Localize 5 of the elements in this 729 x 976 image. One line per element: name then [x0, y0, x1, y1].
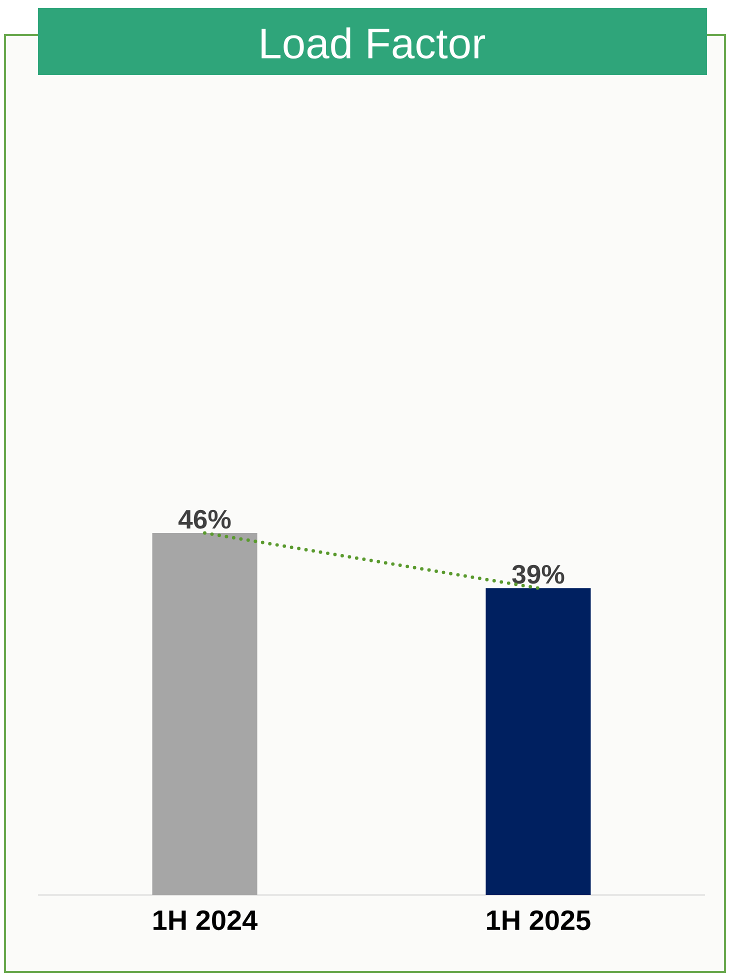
data-label: 39%	[512, 564, 564, 584]
data-label: 46%	[178, 510, 231, 529]
x-tick-label: 1H 2024	[154, 910, 258, 930]
chart-title: Load Factor	[262, 27, 486, 59]
x-tick-label: 1H 2025	[487, 910, 590, 930]
